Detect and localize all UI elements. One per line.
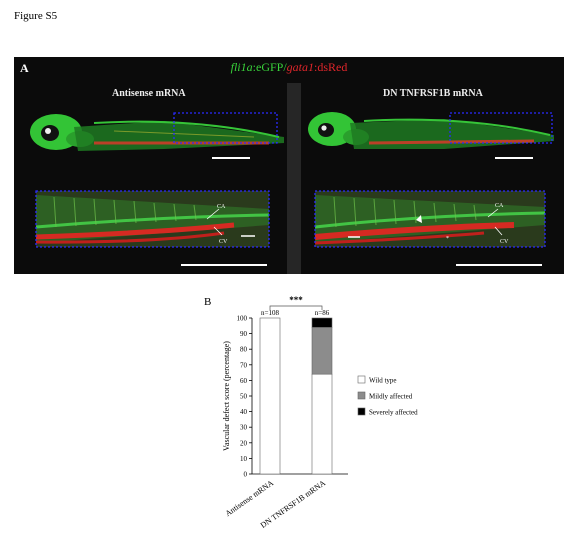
legend-swatch bbox=[357, 407, 366, 416]
right-trunk-closeup: * CA CV bbox=[314, 190, 546, 266]
legend-swatch bbox=[357, 391, 366, 400]
y-tick-label: 90 bbox=[240, 330, 248, 338]
left-ca-label: CA bbox=[217, 204, 226, 210]
legend-label: Severely affected bbox=[369, 409, 418, 417]
y-tick-label: 60 bbox=[240, 377, 248, 385]
panel-a-micrographs: A fli1a:eGFP/gata1:dsRed Antisense mRNA … bbox=[14, 57, 564, 274]
figure-label: Figure S5 bbox=[14, 10, 58, 22]
title-dsred: :dsRed bbox=[314, 60, 348, 74]
panel-b-letter: B bbox=[204, 296, 211, 308]
right-asterisk-label: * bbox=[446, 236, 449, 242]
panel-a-letter: A bbox=[20, 61, 29, 75]
y-tick-label: 20 bbox=[240, 439, 248, 447]
right-condition-label: DN TNFRSF1B mRNA bbox=[383, 88, 483, 99]
significance-label: *** bbox=[289, 295, 303, 305]
left-whole-embryo bbox=[30, 112, 284, 159]
bar-segment bbox=[311, 327, 333, 375]
x-tick-label: Antisense mRNA bbox=[224, 478, 276, 518]
bar-count-label: n=108 bbox=[261, 309, 279, 317]
bar-segment bbox=[259, 317, 281, 475]
panel-a-title: fli1a:eGFP/gata1:dsRed bbox=[14, 60, 564, 75]
y-tick-label: 80 bbox=[240, 346, 248, 354]
title-gene-fli1a: fli1a bbox=[230, 60, 253, 74]
right-cv-label: CV bbox=[500, 239, 509, 245]
title-egfp: :eGFP/ bbox=[252, 60, 287, 74]
left-condition-label: Antisense mRNA bbox=[112, 88, 186, 99]
bar-segment bbox=[311, 317, 333, 328]
bar-count-label: n=86 bbox=[315, 309, 330, 317]
y-tick-label: 0 bbox=[244, 471, 248, 479]
y-tick-label: 10 bbox=[240, 455, 248, 463]
significance-bracket bbox=[269, 305, 323, 310]
y-tick-label: 50 bbox=[240, 393, 248, 401]
embryo-images: CA CV bbox=[30, 112, 554, 266]
legend-swatch bbox=[357, 375, 366, 384]
y-tick-label: 30 bbox=[240, 424, 248, 432]
legend-label: Mildly affected bbox=[369, 393, 413, 401]
bar-segment bbox=[311, 373, 333, 475]
y-axis-label: Vascular defect score (percentage) bbox=[222, 341, 231, 451]
legend-label: Wild type bbox=[369, 377, 397, 385]
y-tick-label: 40 bbox=[240, 408, 248, 416]
panel-divider bbox=[287, 83, 301, 274]
panel-b-chart: B 0 10 20 30 40 50 60 70 80 90 100 Vascular defect … bbox=[204, 295, 418, 530]
y-tick-label: 100 bbox=[237, 315, 248, 323]
stacked-bar-chart: 0 10 20 30 40 50 60 70 80 90 100 Vascular defect sc… bbox=[222, 295, 418, 530]
right-ca-label: CA bbox=[495, 203, 504, 209]
title-gene-gata1: gata1 bbox=[286, 60, 315, 74]
left-trunk-closeup: CA CV bbox=[35, 190, 270, 266]
arrowhead-marker bbox=[416, 215, 422, 223]
left-cv-label: CV bbox=[219, 239, 228, 245]
right-whole-embryo bbox=[308, 112, 554, 159]
y-tick-label: 70 bbox=[240, 361, 248, 369]
